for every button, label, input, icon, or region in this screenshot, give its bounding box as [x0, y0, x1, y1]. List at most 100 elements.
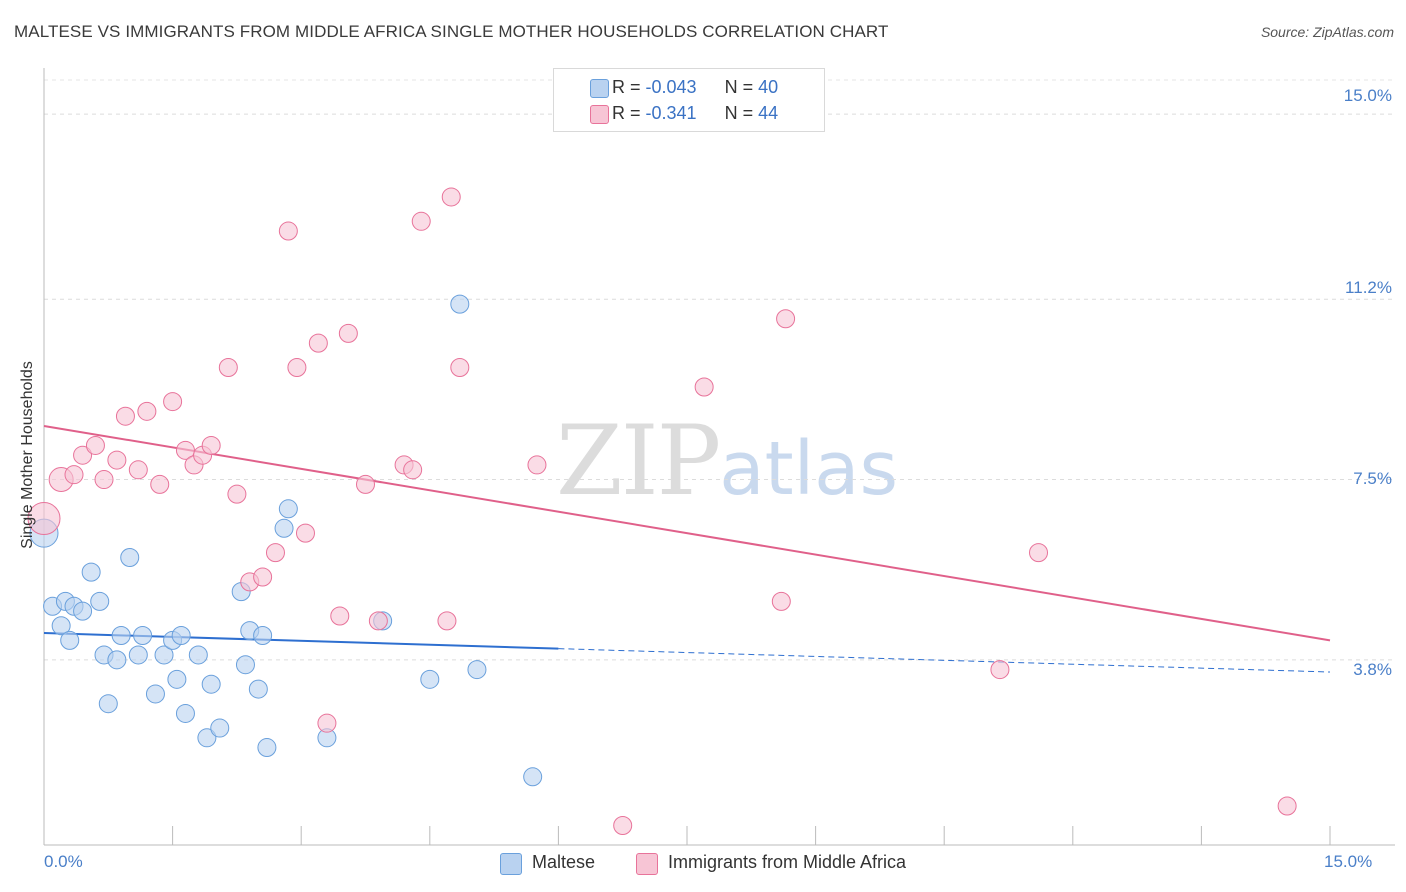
maltese-point-7	[81, 562, 101, 582]
maltese-point-36	[420, 669, 440, 689]
middle-africa-point-17	[227, 484, 247, 504]
maltese-point-20	[171, 625, 191, 645]
middle-africa-point-26	[330, 606, 350, 626]
correlation-legend: R = -0.043 N = 40 R = -0.341 N = 44	[553, 68, 825, 132]
legend-row-maltese: R = -0.043 N = 40	[590, 77, 779, 98]
trendline-1	[43, 424, 1331, 642]
maltese-point-32	[274, 518, 294, 538]
maltese-point-16	[145, 684, 165, 704]
middle-africa-point-4	[85, 435, 105, 455]
maltese-point-38	[467, 660, 487, 680]
maltese-point-10	[98, 694, 118, 714]
maltese-point-11	[107, 650, 127, 670]
middle-africa-point-33	[437, 611, 457, 631]
middle-africa-point-29	[368, 611, 388, 631]
middle-africa-point-35	[450, 357, 470, 377]
maltese-point-2	[51, 616, 71, 636]
legend-row-middle-africa: R = -0.341 N = 44	[590, 103, 779, 124]
x-tick-label-0: 0.0%	[44, 852, 83, 871]
middle-africa-point-42	[1029, 543, 1049, 563]
maltese-point-13	[120, 548, 140, 568]
middle-africa-point-8	[128, 460, 148, 480]
middle-africa-point-37	[613, 816, 633, 836]
middle-africa-point-39	[771, 591, 791, 611]
legend-n-label: N =	[724, 103, 759, 123]
maltese-point-14	[128, 645, 148, 665]
middle-africa-point-9	[137, 401, 157, 421]
middle-africa-point-10	[150, 474, 170, 494]
middle-africa-point-23	[295, 523, 315, 543]
maltese-point-22	[188, 645, 208, 665]
legend-swatch-maltese	[590, 79, 609, 98]
y-tick-label-7-5: 7.5%	[1353, 469, 1392, 488]
middle-africa-point-7	[115, 406, 135, 426]
middle-africa-point-27	[338, 323, 358, 343]
y-tick-label-15: 15.0%	[1343, 86, 1392, 105]
bottom-legend-label-maltese: Maltese	[532, 852, 596, 872]
middle-africa-point-34	[441, 187, 461, 207]
bottom-legend-middle-africa: Immigrants from Middle Africa	[636, 852, 907, 875]
bottom-legend-swatch-maltese	[500, 853, 522, 875]
middle-africa-point-11	[163, 392, 183, 412]
maltese-point-29	[248, 679, 268, 699]
maltese-point-8	[90, 591, 110, 611]
y-tick-label-3-8: 3.8%	[1353, 660, 1392, 679]
legend-r-label: R =	[612, 103, 646, 123]
legend-r-value: -0.341	[645, 103, 697, 123]
middle-africa-point-0	[27, 502, 61, 536]
legend-n-value: 44	[758, 103, 779, 123]
middle-africa-point-15	[201, 435, 221, 455]
y-axis-label: Single Mother Households	[19, 361, 36, 549]
legend-swatch-middle-africa	[590, 105, 609, 124]
watermark: ZIPatlas	[556, 405, 898, 517]
legend-n-label: N =	[724, 77, 759, 97]
bottom-legend-label-middle-africa: Immigrants from Middle Africa	[668, 852, 907, 872]
legend-r-label: R =	[612, 77, 646, 97]
maltese-point-17	[154, 645, 174, 665]
middle-africa-point-43	[1277, 796, 1297, 816]
maltese-point-25	[210, 718, 230, 738]
middle-africa-point-3	[73, 445, 93, 465]
maltese-point-24	[201, 674, 221, 694]
middle-africa-point-31	[403, 460, 423, 480]
bottom-legend-swatch-middle-africa	[636, 853, 658, 875]
middle-africa-point-40	[776, 309, 796, 329]
maltese-point-39	[523, 767, 543, 787]
y-tick-label-11-2: 11.2%	[1345, 278, 1392, 297]
maltese-point-31	[257, 738, 277, 758]
legend-r-value: -0.043	[645, 77, 697, 97]
middle-africa-point-2	[64, 465, 84, 485]
middle-africa-point-36	[527, 455, 547, 475]
maltese-point-30	[253, 625, 273, 645]
middle-africa-point-16	[218, 357, 238, 377]
middle-africa-point-20	[265, 543, 285, 563]
middle-africa-point-25	[317, 713, 337, 733]
middle-africa-point-22	[287, 357, 307, 377]
maltese-point-15	[133, 625, 153, 645]
maltese-point-4	[60, 630, 80, 650]
bottom-legend-maltese: Maltese	[500, 852, 596, 875]
middle-africa-point-28	[356, 474, 375, 494]
middle-africa-point-38	[694, 377, 714, 397]
maltese-point-37	[450, 294, 470, 314]
middle-africa-point-19	[253, 567, 273, 587]
maltese-point-21	[175, 703, 195, 723]
watermark-zip: ZIP	[556, 405, 721, 517]
middle-africa-point-6	[107, 450, 127, 470]
maltese-point-27	[235, 655, 255, 675]
middle-africa-point-41	[990, 660, 1010, 680]
middle-africa-point-5	[94, 470, 114, 490]
middle-africa-point-21	[278, 221, 298, 241]
chart-title: MALTESE VS IMMIGRANTS FROM MIDDLE AFRICA…	[14, 22, 889, 41]
x-tick-label-15: 15.0%	[1324, 852, 1373, 871]
maltese-point-33	[278, 499, 298, 519]
maltese-point-19	[167, 669, 187, 689]
legend-n-value: 40	[758, 77, 779, 97]
maltese-point-23	[197, 728, 217, 748]
source-label: Source: ZipAtlas.com	[1260, 24, 1394, 40]
watermark-atlas: atlas	[719, 426, 899, 512]
maltese-point-6	[73, 601, 93, 621]
middle-africa-point-24	[308, 333, 328, 353]
middle-africa-point-32	[411, 211, 431, 231]
